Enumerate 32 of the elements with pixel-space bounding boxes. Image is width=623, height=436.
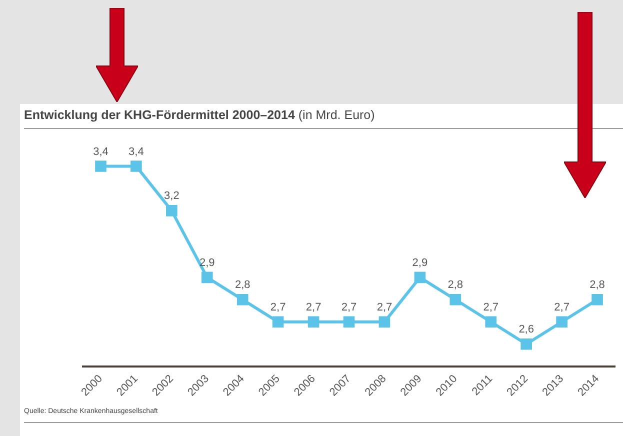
point — [201, 272, 213, 284]
point — [95, 160, 106, 172]
point — [166, 205, 178, 216]
data-label: 2,8 — [590, 279, 605, 292]
point — [130, 160, 142, 172]
data-label: 2,8 — [234, 279, 250, 292]
data-label: 2,6 — [518, 324, 534, 336]
point — [520, 338, 532, 350]
data-label: 2,8 — [448, 279, 464, 292]
data-label: 2,7 — [554, 301, 570, 314]
point — [485, 316, 497, 328]
data-label: 2,9 — [412, 256, 428, 269]
data-label: 2,7 — [341, 301, 357, 314]
point — [450, 294, 462, 306]
data-label: 3,4 — [128, 146, 144, 158]
data-label: 2,7 — [270, 301, 286, 314]
data-label: 2,7 — [376, 301, 392, 314]
data-label: 2,7 — [306, 301, 322, 314]
point — [556, 316, 568, 328]
data-label: 3,4 — [93, 146, 108, 158]
data-label: 3,2 — [164, 190, 180, 202]
point — [592, 294, 603, 306]
point — [236, 294, 248, 306]
point — [343, 316, 355, 328]
data-label: 2,9 — [199, 256, 215, 269]
point — [272, 316, 284, 328]
data-label: 2,7 — [483, 301, 499, 314]
point — [378, 316, 390, 328]
point — [414, 272, 426, 284]
chart-title: Entwicklung der KHG-Fördermittel 2000–2014 — [24, 108, 295, 122]
chart-subtitle: (in Mrd. Euro) — [298, 108, 375, 122]
point — [308, 316, 320, 328]
